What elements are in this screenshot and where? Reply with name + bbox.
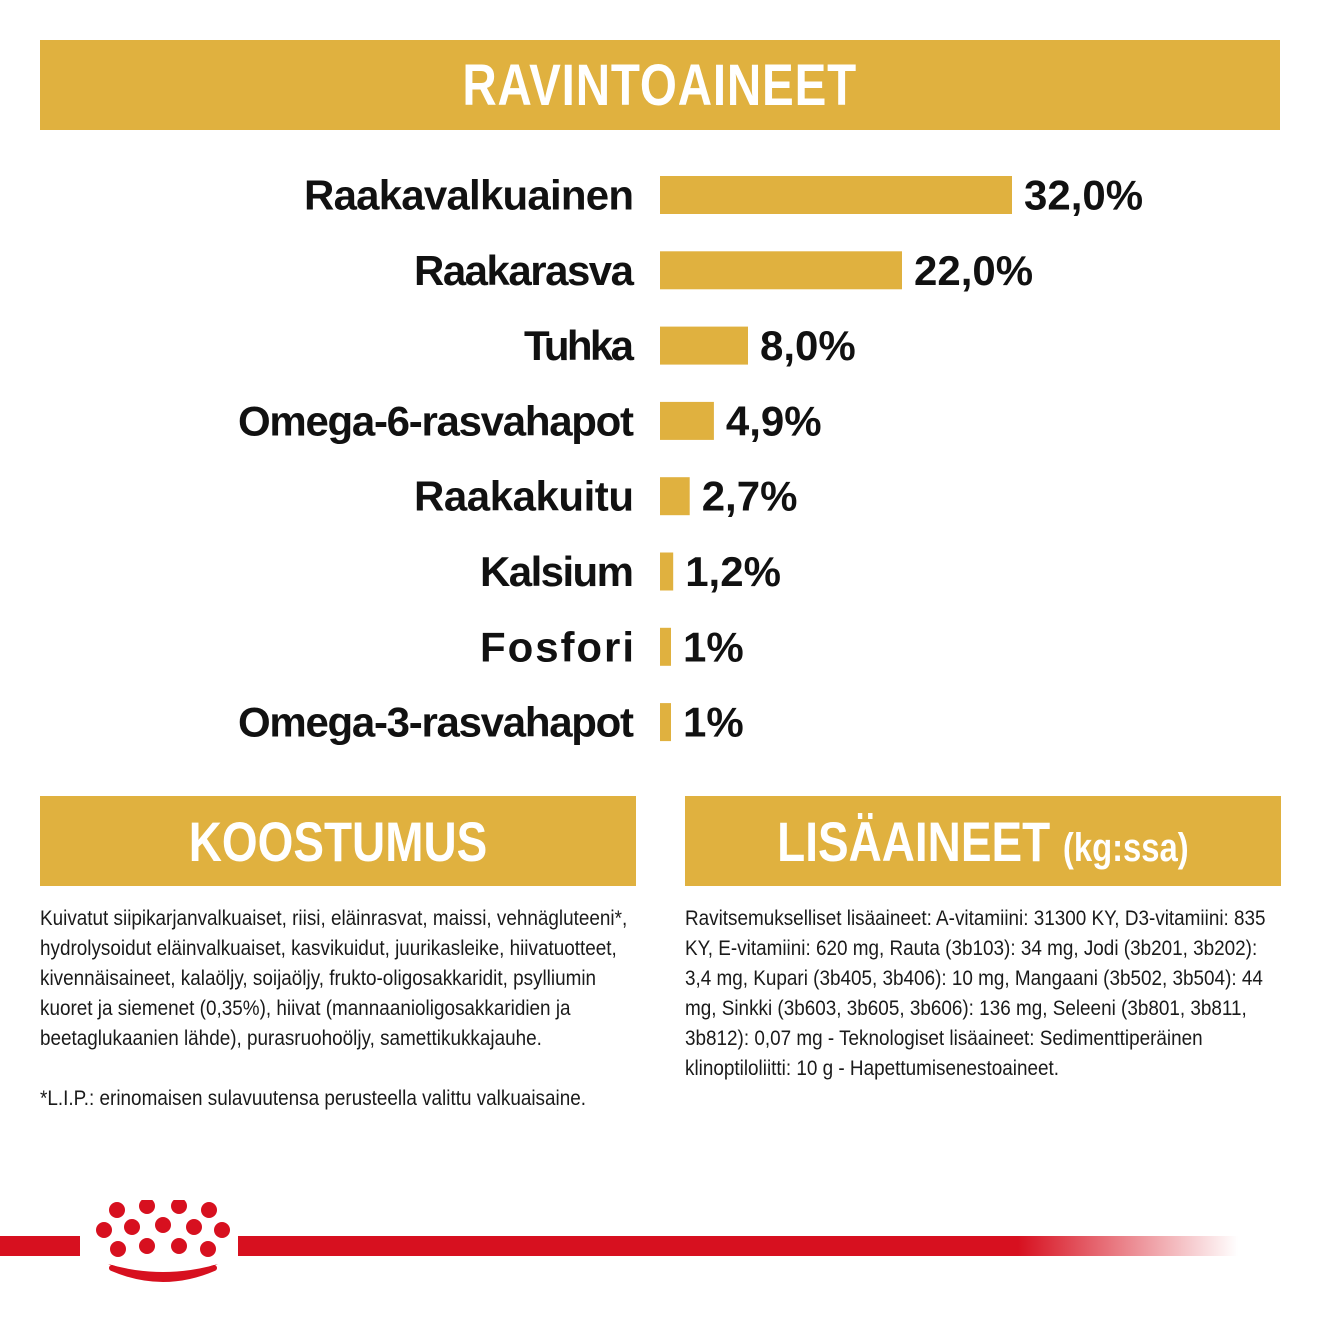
category-label: Raakakuitu	[414, 473, 634, 520]
value-label: 22,0%	[914, 247, 1033, 294]
nutrients-title: RAVINTOAINEET	[462, 52, 858, 118]
value-label: 32,0%	[1024, 172, 1143, 219]
value-label: 4,9%	[726, 397, 822, 444]
value-label: 1%	[683, 699, 744, 746]
category-label: Tuhka	[524, 322, 635, 369]
category-label: Raakarasva	[414, 247, 635, 294]
nutrients-banner: RAVINTOAINEET	[40, 40, 1280, 130]
value-label: 2,7%	[702, 473, 798, 520]
category-label: Fosfori	[480, 623, 634, 670]
footer-red-line-right	[238, 1236, 1238, 1256]
additives-text: Ravitsemukselliset lisäaineet: A-vitamii…	[685, 907, 1266, 1080]
composition-section: Kuivatut siipikarjanvalkuaiset, riisi, e…	[40, 904, 636, 1114]
footer-red-line-left	[0, 1236, 80, 1256]
bar	[660, 251, 902, 290]
bar	[660, 627, 671, 666]
value-label: 1,2%	[685, 548, 781, 595]
bar	[660, 703, 671, 742]
value-label: 8,0%	[760, 322, 856, 369]
additives-unit: (kg:ssa)	[1062, 825, 1189, 870]
additives-banner: LISÄAINEET (kg:ssa)	[685, 796, 1281, 886]
composition-footnote: *L.I.P.: erinomaisen sulavuutensa perust…	[40, 1087, 586, 1110]
composition-text: Kuivatut siipikarjanvalkuaiset, riisi, e…	[40, 907, 628, 1050]
category-label: Omega-6-rasvahapot	[238, 397, 634, 444]
crown-icon	[96, 1200, 230, 1282]
bar	[660, 401, 714, 440]
composition-banner: KOOSTUMUS	[40, 796, 636, 886]
bar	[660, 176, 1012, 214]
composition-title: KOOSTUMUS	[188, 809, 488, 873]
bar	[660, 326, 748, 365]
category-label: Kalsium	[480, 548, 634, 595]
additives-title: LISÄAINEET	[777, 809, 1051, 873]
value-label: 1%	[683, 623, 744, 670]
additives-section: Ravitsemukselliset lisäaineet: A-vitamii…	[685, 904, 1281, 1084]
category-label: Raakavalkuainen	[304, 172, 634, 219]
bar	[660, 477, 690, 516]
nutrient-bar-chart: Raakavalkuainen 32,0% Raakarasva 22,0% Tuhka…	[238, 172, 1143, 746]
category-label: Omega-3-rasvahapot	[238, 699, 634, 746]
bar	[660, 552, 674, 591]
